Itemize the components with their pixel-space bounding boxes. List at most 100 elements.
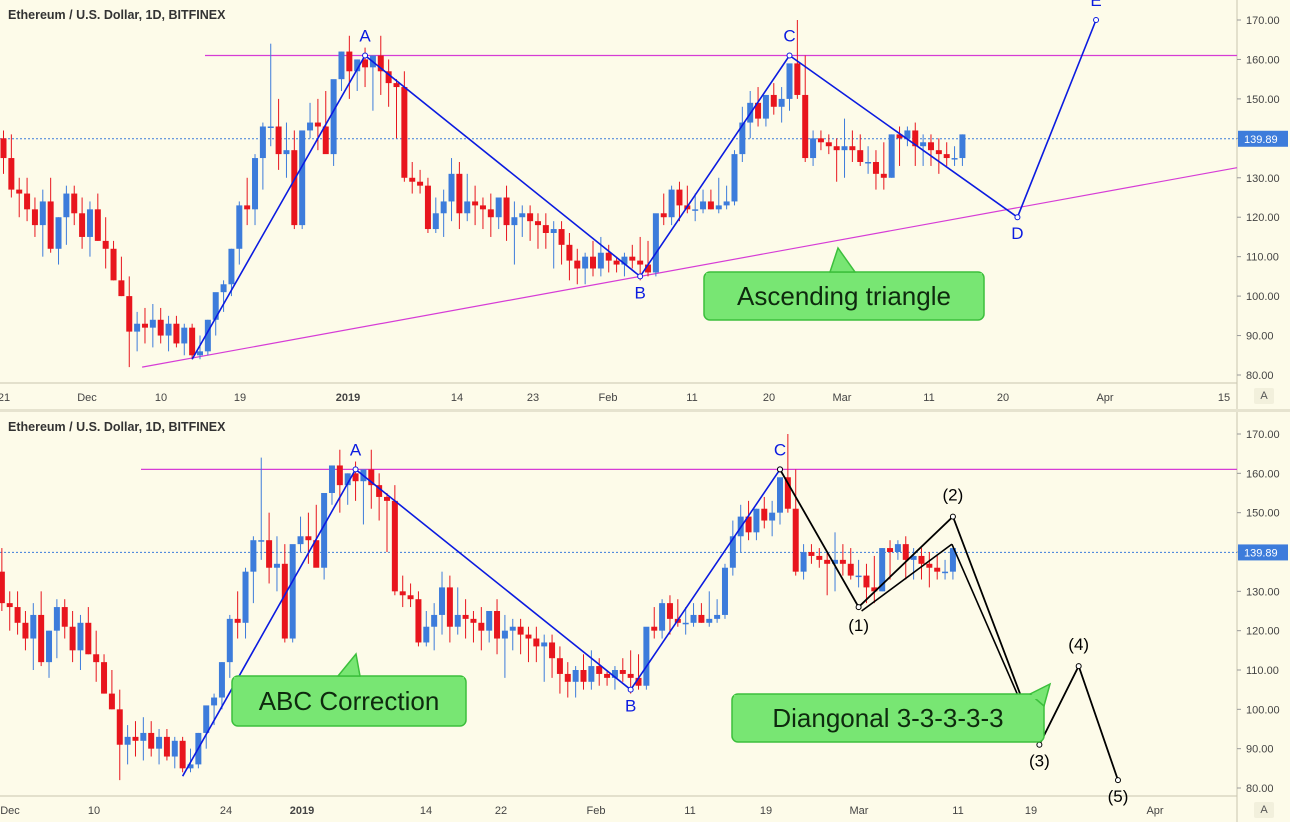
candle-bearish [31, 209, 38, 226]
candle-bearish [141, 323, 148, 328]
wave-pivot [352, 466, 359, 473]
candle-bullish [124, 736, 131, 745]
candle-bullish [894, 544, 901, 552]
callout-ascending-triangle-pointer [828, 246, 857, 273]
candle-bearish [102, 240, 109, 249]
candle-bearish [148, 732, 155, 749]
candle-bearish [784, 477, 791, 509]
candle-bearish [22, 622, 29, 639]
x-tick-label: 11 [952, 805, 963, 817]
candle-bearish [534, 221, 541, 226]
candle-bullish [220, 284, 227, 293]
candle-bearish [6, 603, 13, 608]
candle-bearish [173, 323, 180, 344]
candle-bullish [344, 473, 351, 486]
callout-ascending-triangle-mask [706, 273, 982, 277]
elliott-wave-label: (5) [1108, 787, 1129, 806]
candle-bearish [934, 567, 941, 572]
candle-bullish [652, 213, 659, 273]
candle-bearish [234, 618, 241, 623]
elliott-pivot [777, 466, 783, 473]
x-tick-label: 2019 [290, 805, 314, 817]
candle-bearish [926, 563, 933, 568]
candle-bearish [157, 319, 164, 336]
candle-bearish [707, 201, 714, 210]
candle-bearish [385, 71, 392, 84]
candle-bearish [745, 516, 752, 533]
candle-bullish [659, 603, 666, 631]
candle-bullish [904, 130, 911, 139]
candle-bullish [454, 614, 461, 627]
x-tick-label: 10 [155, 392, 167, 404]
chart-title-top: Ethereum / U.S. Dollar, 1D, BITFINEX [8, 8, 226, 22]
candle-bullish [949, 548, 956, 572]
wave-label: E [1090, 0, 1101, 10]
candle-bullish [739, 122, 746, 155]
candle-bearish [0, 138, 7, 159]
candle-bullish [597, 252, 604, 269]
candle-bearish [503, 197, 510, 226]
candle-bullish [832, 559, 839, 564]
candle-bullish [171, 740, 178, 757]
auto-scale-button-top[interactable]: A [1254, 388, 1274, 404]
candle-bearish [918, 555, 925, 564]
candle-bearish [912, 130, 919, 147]
candle-bearish [391, 500, 398, 592]
candle-bearish [71, 193, 78, 214]
candle-bullish [53, 607, 60, 631]
candle-bullish [706, 618, 713, 623]
candle-bearish [399, 591, 406, 596]
candle-bearish [0, 571, 5, 604]
x-tick-label: 14 [451, 392, 463, 404]
candle-bullish [46, 630, 53, 663]
candle-bearish [596, 666, 603, 674]
candle-bullish [330, 79, 337, 155]
candle-bearish [761, 508, 768, 521]
y-tick-label: 120.00 [1246, 626, 1280, 638]
candle-bullish [495, 197, 502, 218]
candlestick-chart-top: 170.00160.00150.00140.00130.00120.00110.… [0, 0, 1288, 410]
candle-bullish [951, 158, 958, 160]
candle-bearish [456, 173, 463, 214]
wave-label: A [350, 440, 362, 459]
candle-bearish [362, 59, 369, 68]
wave-pattern-line [181, 468, 781, 777]
candle-bearish [470, 618, 477, 623]
candle-bearish [244, 205, 251, 210]
candle-bearish [896, 134, 903, 139]
elliott-wave-label: (4) [1068, 635, 1089, 654]
candle-bullish [714, 614, 721, 619]
candle-bullish [888, 134, 895, 178]
candle-bearish [943, 154, 950, 159]
candle-bullish [541, 642, 548, 647]
candle-bearish [126, 296, 133, 332]
candle-bullish [165, 323, 172, 336]
candle-bearish [487, 209, 494, 218]
candle-bearish [179, 740, 186, 769]
elliott-wave-label: (2) [943, 486, 964, 505]
candle-bearish [839, 559, 846, 564]
candle-bearish [479, 205, 486, 210]
candle-bearish [525, 634, 532, 639]
candle-bearish [817, 138, 824, 143]
candle-bullish [63, 193, 70, 218]
candle-bearish [556, 658, 563, 674]
candle-bullish [511, 217, 518, 226]
candle-bullish [30, 614, 37, 639]
candle-bearish [604, 673, 611, 678]
wave-label: C [774, 440, 786, 459]
candle-bullish [197, 351, 203, 356]
candle-bearish [755, 102, 762, 119]
candle-bearish [660, 213, 667, 218]
candle-bullish [39, 201, 46, 226]
candle-bullish [267, 126, 274, 128]
candle-bullish [423, 626, 430, 643]
candle-bullish [181, 327, 188, 344]
candle-bearish [322, 126, 329, 155]
elliott-pivot [855, 604, 862, 611]
auto-scale-button-bottom[interactable]: A [1254, 802, 1274, 818]
candle-bullish [228, 248, 235, 285]
y-tick-label: 120.00 [1246, 212, 1280, 224]
candle-bearish [94, 209, 101, 241]
x-tick-label: 19 [1025, 805, 1037, 817]
